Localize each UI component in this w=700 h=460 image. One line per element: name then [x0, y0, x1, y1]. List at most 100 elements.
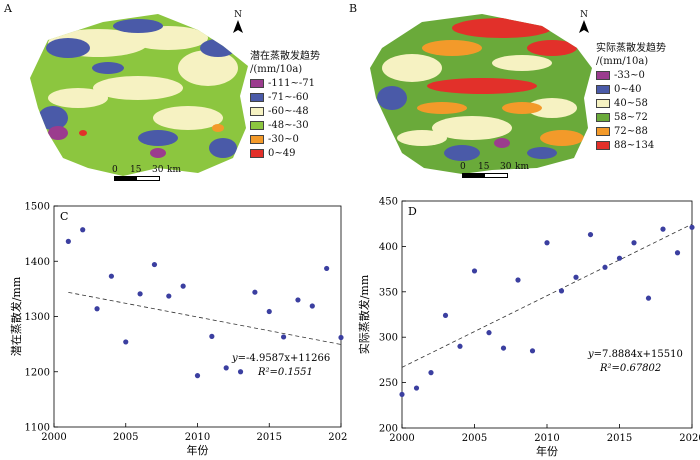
trend-line [401, 223, 693, 368]
data-point [137, 291, 143, 297]
data-point [252, 289, 258, 295]
data-point [324, 265, 330, 272]
legend-b-item: 0~40 [596, 82, 666, 96]
legend-a-item: -60~-48 [250, 104, 320, 118]
scale-bar-b: 0 15 30 km [460, 162, 529, 182]
scale-a-tick-1: 15 [130, 165, 142, 175]
x-tick-label: 2015 [257, 432, 282, 443]
data-point [65, 238, 71, 244]
legend-a-item: -71~-60 [250, 90, 320, 104]
y-tick-label: 1100 [25, 423, 50, 434]
data-point [209, 333, 215, 339]
legend-label: 0~49 [268, 147, 296, 159]
data-point [123, 339, 129, 345]
scale-b-unit: km [515, 162, 529, 172]
legend-swatch [250, 92, 264, 102]
data-point [309, 303, 315, 309]
legend-a: 潜在蒸散发趋势 /(mm/10a) -111~-71 -71~-60 -60~-48… [250, 50, 320, 160]
x-axis-label: 年份 [187, 443, 209, 457]
scale-b-bar-black [462, 173, 484, 178]
x-axis-label: 年份 [536, 444, 558, 458]
panel-label: D [408, 205, 417, 218]
legend-swatch [250, 134, 264, 144]
map-b-patches [377, 18, 584, 161]
panel-label-a: A [4, 2, 12, 15]
map-a [30, 14, 248, 176]
data-point [281, 334, 287, 340]
trend-line [68, 291, 342, 345]
data-point [500, 345, 507, 351]
data-point [457, 343, 463, 349]
legend-swatch [250, 120, 264, 130]
legend-b-item: -33~0 [596, 68, 666, 82]
legend-a-items: -111~-71 -71~-60 -60~-48 -48~-30 -30~0 0~49 [250, 76, 320, 160]
north-arrow-b: N [577, 10, 591, 37]
legend-label: -71~-60 [268, 91, 309, 103]
legend-b-item: 88~134 [596, 138, 666, 152]
x-tick-label: 2010 [534, 433, 559, 444]
legend-b: 实际蒸散发趋势 /(mm/10a) -33~0 0~40 40~58 58~72 72~… [596, 42, 666, 152]
scale-a-tick-0: 0 [112, 165, 118, 175]
data-point [428, 370, 434, 376]
data-point [166, 293, 172, 299]
legend-b-item: 40~58 [596, 96, 666, 110]
north-arrow-icon [579, 20, 589, 33]
legend-a-item: -30~0 [250, 132, 320, 146]
x-tick-label: 2000 [41, 432, 66, 443]
data-point [529, 348, 536, 354]
legend-a-unit: /(mm/10a) [250, 64, 303, 75]
legend-b-item: 72~88 [596, 124, 666, 138]
y-tick-label: 400 [379, 242, 398, 253]
data-point [266, 308, 272, 315]
r-squared-label: R²=0.1551 [257, 367, 313, 378]
legend-b-unit: /(mm/10a) [596, 56, 649, 67]
legend-label: 58~72 [614, 111, 648, 123]
data-point [471, 268, 478, 274]
panel-label: C [60, 210, 68, 223]
scale-a-bar-white [136, 176, 160, 181]
legend-label: -111~-71 [268, 77, 315, 89]
legend-a-item: 0~49 [250, 146, 320, 160]
map-b [370, 14, 592, 174]
data-point [442, 312, 449, 319]
data-point [413, 385, 420, 391]
y-axis-label: 实际蒸散发/mm [357, 274, 371, 354]
data-point [689, 224, 695, 230]
data-point [674, 250, 681, 256]
legend-swatch [596, 84, 610, 94]
panel-label-b: B [349, 2, 358, 15]
legend-label: 0~40 [614, 83, 642, 95]
legend-swatch [596, 98, 610, 108]
regression-equation: y=7.8884x+15510 [587, 349, 683, 360]
legend-swatch [596, 70, 610, 80]
data-point [631, 240, 637, 246]
data-point [237, 369, 244, 375]
legend-label: -30~0 [268, 133, 299, 145]
y-tick-label: 450 [379, 197, 398, 208]
x-tick-label: 2020 [679, 433, 700, 444]
data-point [80, 227, 86, 233]
scale-b-tick-2: 30 [500, 162, 512, 172]
data-point [573, 274, 579, 280]
scale-a-bar-black [114, 176, 136, 181]
north-arrow-a: N [231, 10, 245, 37]
legend-swatch [596, 126, 610, 136]
regression-equation: y=-4.9587x+11266 [231, 353, 330, 364]
legend-label: -48~-30 [268, 119, 309, 131]
data-point [108, 273, 114, 279]
x-tick-label: 2010 [185, 432, 210, 443]
scale-a-unit: km [167, 165, 181, 175]
data-point [587, 231, 594, 238]
data-point [399, 391, 405, 398]
y-tick-label: 300 [379, 333, 398, 344]
legend-swatch [596, 112, 610, 122]
legend-label: 72~88 [614, 125, 648, 137]
scatter-chart-d: D 2000 2005 2010 2015 2020 200 250 300 350 400 450 年… [357, 197, 700, 459]
legend-label: 88~134 [614, 139, 655, 151]
north-letter-b: N [580, 10, 588, 20]
x-tick-label: 2000 [389, 433, 414, 444]
x-tick-label: 2005 [113, 432, 138, 443]
data-point [645, 295, 652, 301]
legend-label: -33~0 [614, 69, 645, 81]
north-letter-a: N [234, 10, 242, 20]
